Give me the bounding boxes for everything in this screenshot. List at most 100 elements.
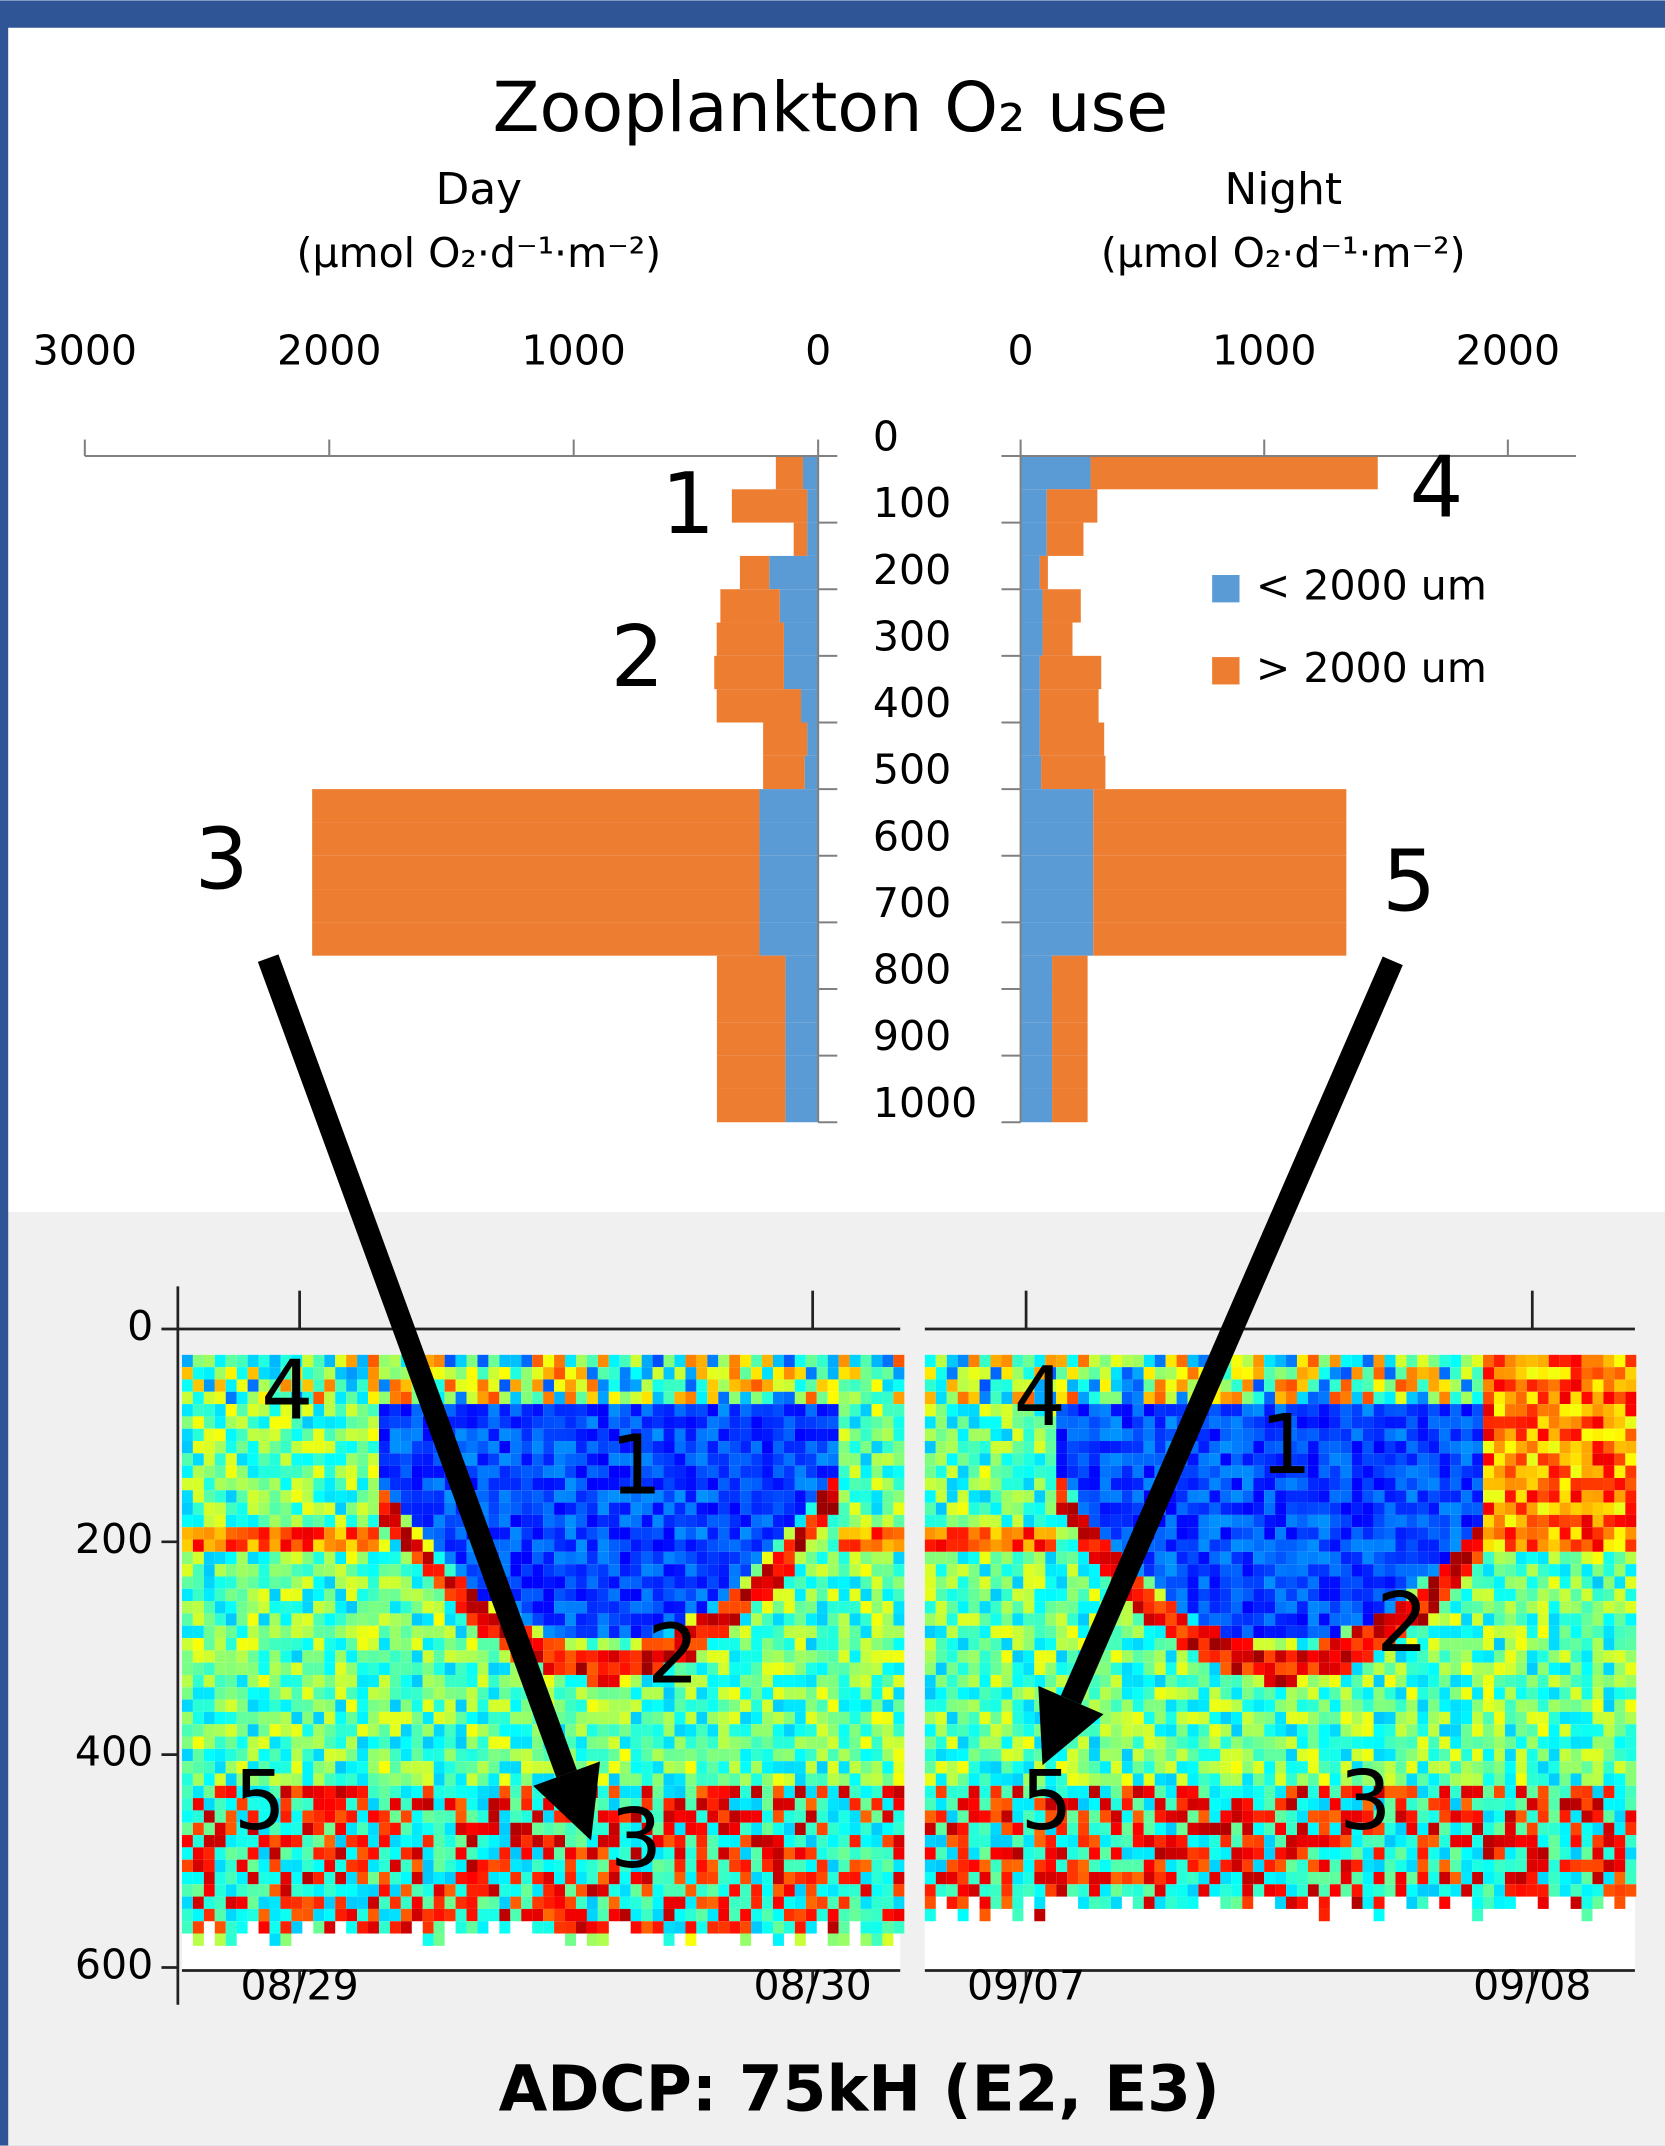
heatmap-cell	[598, 1847, 609, 1859]
heatmap-cell	[806, 1687, 817, 1699]
heatmap-cell	[1242, 1367, 1253, 1379]
heatmap-cell	[565, 1466, 576, 1478]
heatmap-cell	[1001, 1392, 1012, 1404]
heatmap-cell	[609, 1761, 620, 1773]
heatmap-cell	[718, 1860, 729, 1872]
heatmap-cell	[1001, 1749, 1012, 1761]
heatmap-cell	[587, 1564, 598, 1576]
heatmap-cell	[1177, 1761, 1188, 1773]
heatmap-cell	[587, 1675, 598, 1687]
heatmap-cell	[620, 1379, 631, 1391]
heatmap-cell	[423, 1798, 434, 1810]
heatmap-cell	[1220, 1810, 1231, 1822]
heatmap-cell	[390, 1515, 401, 1527]
heatmap-cell	[707, 1687, 718, 1699]
heatmap-cell	[532, 1478, 543, 1490]
heatmap-cell	[893, 1860, 904, 1872]
heatmap-cell	[642, 1576, 653, 1588]
heatmap-cell	[423, 1823, 434, 1835]
heatmap-cell	[565, 1921, 576, 1933]
heatmap-cell	[773, 1934, 784, 1946]
heatmap-cell	[1209, 1478, 1220, 1490]
heatmap-cell	[991, 1626, 1002, 1638]
heatmap-cell	[499, 1749, 510, 1761]
heatmap-cell	[1231, 1810, 1242, 1822]
heatmap-cell	[609, 1379, 620, 1391]
heatmap-cell	[204, 1737, 215, 1749]
heatmap-cell	[423, 1453, 434, 1465]
heatmap-cell	[445, 1823, 456, 1835]
heatmap-cell	[1144, 1823, 1155, 1835]
heatmap-cell	[182, 1441, 193, 1453]
heatmap-cell	[357, 1897, 368, 1909]
heatmap-cell	[1089, 1897, 1100, 1909]
heatmap-cell	[1220, 1847, 1231, 1859]
heatmap-cell	[1166, 1416, 1177, 1428]
heatmap-cell	[795, 1355, 806, 1367]
heatmap-cell	[1056, 1613, 1067, 1625]
heatmap-cell	[762, 1404, 773, 1416]
heatmap-cell	[1352, 1367, 1363, 1379]
heatmap-cell	[828, 1749, 839, 1761]
heatmap-cell	[368, 1355, 379, 1367]
heatmap-cell	[532, 1761, 543, 1773]
heatmap-cell	[991, 1675, 1002, 1687]
heatmap-cell	[182, 1663, 193, 1675]
heatmap-cell	[620, 1589, 631, 1601]
heatmap-cell	[828, 1884, 839, 1896]
heatmap-cell	[729, 1404, 740, 1416]
heatmap-cell	[204, 1367, 215, 1379]
heatmap-cell	[291, 1527, 302, 1539]
heatmap-cell	[401, 1884, 412, 1896]
heatmap-cell	[237, 1576, 248, 1588]
heatmap-cell	[237, 1379, 248, 1391]
heatmap-cell	[828, 1650, 839, 1662]
heatmap-cell	[1034, 1601, 1045, 1613]
heatmap-cell	[674, 1527, 685, 1539]
heatmap-cell	[1166, 1810, 1177, 1822]
heatmap-cell	[1308, 1663, 1319, 1675]
heatmap-cell	[1319, 1626, 1330, 1638]
heatmap-cell	[488, 1897, 499, 1909]
heatmap-cell	[390, 1786, 401, 1798]
heatmap-cell	[871, 1540, 882, 1552]
heatmap-cell	[1209, 1712, 1220, 1724]
heatmap-cell	[685, 1589, 696, 1601]
heatmap-cell	[947, 1663, 958, 1675]
heatmap-cell	[664, 1860, 675, 1872]
heatmap-cell	[1133, 1613, 1144, 1625]
heatmap-cell	[1220, 1589, 1231, 1601]
heatmap-cell	[390, 1663, 401, 1675]
heatmap-cell	[379, 1392, 390, 1404]
heatmap-cell	[642, 1355, 653, 1367]
heatmap-cell	[958, 1490, 969, 1502]
heatmap-cell	[248, 1503, 259, 1515]
heatmap-cell	[193, 1773, 204, 1785]
heatmap-cell	[1188, 1712, 1199, 1724]
heatmap-cell	[1155, 1626, 1166, 1638]
heatmap-cell	[1067, 1564, 1078, 1576]
heatmap-cell	[259, 1663, 270, 1675]
heatmap-cell	[576, 1601, 587, 1613]
heatmap-cell	[1341, 1884, 1352, 1896]
heatmap-cell	[991, 1663, 1002, 1675]
heatmap-cell	[839, 1897, 850, 1909]
heatmap-cell	[1352, 1503, 1363, 1515]
heatmap-cell	[521, 1441, 532, 1453]
heatmap-cell	[936, 1798, 947, 1810]
heatmap-cell	[1220, 1527, 1231, 1539]
heatmap-cell	[958, 1552, 969, 1564]
heatmap-cell	[467, 1675, 478, 1687]
heatmap-cell	[1374, 1515, 1385, 1527]
heatmap-cell	[1133, 1675, 1144, 1687]
heatmap-cell	[467, 1700, 478, 1712]
heatmap-cell	[488, 1392, 499, 1404]
heatmap-cell	[631, 1712, 642, 1724]
heatmap-cell	[280, 1527, 291, 1539]
heatmap-cell	[434, 1700, 445, 1712]
heatmap-cell	[936, 1712, 947, 1724]
heatmap-cell	[477, 1429, 488, 1441]
heatmap-cell	[379, 1761, 390, 1773]
heatmap-cell	[1012, 1478, 1023, 1490]
heatmap-cell	[1209, 1749, 1220, 1761]
